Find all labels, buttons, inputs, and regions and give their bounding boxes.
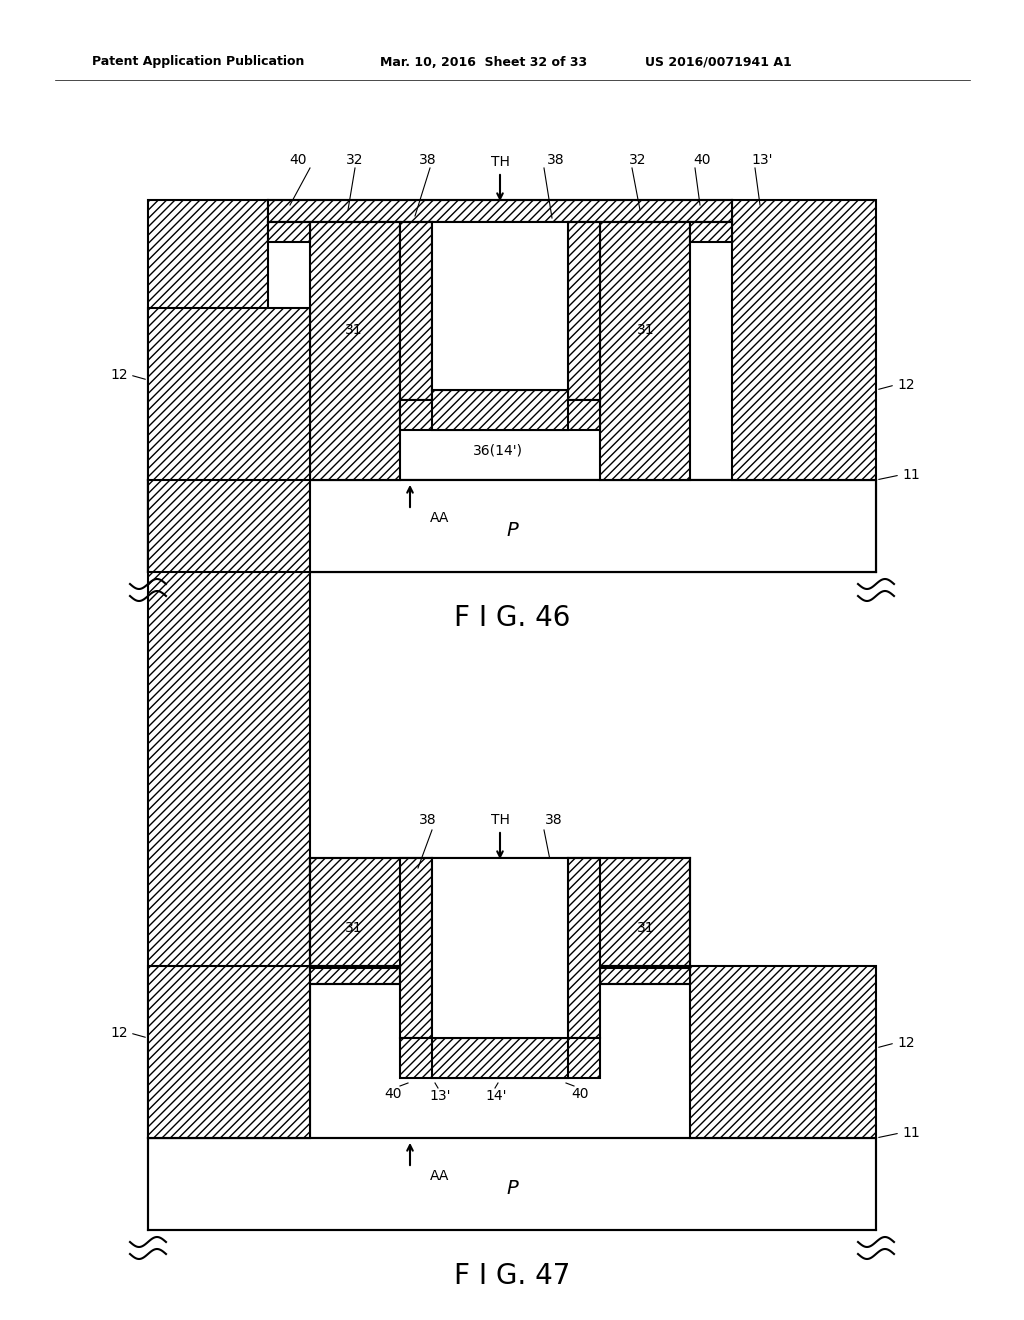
Bar [148, 480, 876, 572]
Text: US 2016/0071941 A1: US 2016/0071941 A1 [645, 55, 792, 69]
Text: 31: 31 [345, 921, 362, 935]
Text: AA: AA [430, 1170, 450, 1183]
Bar [432, 858, 568, 1038]
Text: 14': 14' [485, 1089, 507, 1104]
Text: 32: 32 [346, 153, 364, 168]
Text: 31: 31 [637, 323, 654, 337]
Text: TH: TH [490, 813, 509, 828]
Text: 40: 40 [384, 1086, 401, 1101]
Bar [568, 858, 600, 1038]
Text: 40: 40 [693, 153, 711, 168]
Bar [432, 389, 568, 430]
Text: F I G. 46: F I G. 46 [454, 605, 570, 632]
Text: Mar. 10, 2016  Sheet 32 of 33: Mar. 10, 2016 Sheet 32 of 33 [380, 55, 587, 69]
Text: 32: 32 [630, 153, 647, 168]
Bar [148, 308, 310, 1138]
Text: 13': 13' [429, 1089, 451, 1104]
Text: 31: 31 [345, 323, 362, 337]
Text: 12: 12 [111, 368, 128, 381]
Bar [310, 966, 400, 983]
Text: P: P [506, 520, 518, 540]
Text: 38: 38 [545, 813, 563, 828]
Bar [400, 1038, 600, 1078]
Bar [148, 201, 268, 480]
Bar [310, 858, 690, 968]
Bar [400, 858, 432, 1038]
Bar [148, 966, 310, 1138]
Text: 36(14'): 36(14') [473, 444, 523, 457]
Text: 38: 38 [547, 153, 565, 168]
Bar [268, 201, 732, 222]
Bar [690, 222, 732, 242]
Text: 31: 31 [637, 921, 654, 935]
Text: 40: 40 [571, 1086, 589, 1101]
Bar [310, 222, 400, 480]
Text: TH: TH [490, 154, 509, 169]
Text: 40: 40 [289, 153, 307, 168]
Bar [148, 1138, 876, 1230]
Text: 38: 38 [419, 813, 437, 828]
Text: 12: 12 [111, 1026, 128, 1040]
Bar [268, 222, 310, 242]
Bar [732, 201, 876, 480]
Text: Patent Application Publication: Patent Application Publication [92, 55, 304, 69]
Text: AA: AA [430, 511, 450, 525]
Text: P: P [506, 1179, 518, 1197]
Bar [600, 966, 690, 983]
Bar [400, 400, 600, 430]
Bar [600, 222, 690, 480]
Bar [148, 480, 876, 572]
Bar [432, 1038, 568, 1078]
Text: 11: 11 [902, 469, 920, 482]
Bar [568, 222, 600, 400]
Text: 12: 12 [897, 1036, 914, 1049]
Bar [432, 222, 568, 389]
Text: 13': 13' [752, 153, 773, 168]
Bar [690, 966, 876, 1138]
Text: 38: 38 [419, 153, 437, 168]
Bar [400, 222, 432, 400]
Text: F I G. 47: F I G. 47 [454, 1262, 570, 1290]
Text: 11: 11 [902, 1126, 920, 1140]
Text: 12: 12 [897, 378, 914, 392]
